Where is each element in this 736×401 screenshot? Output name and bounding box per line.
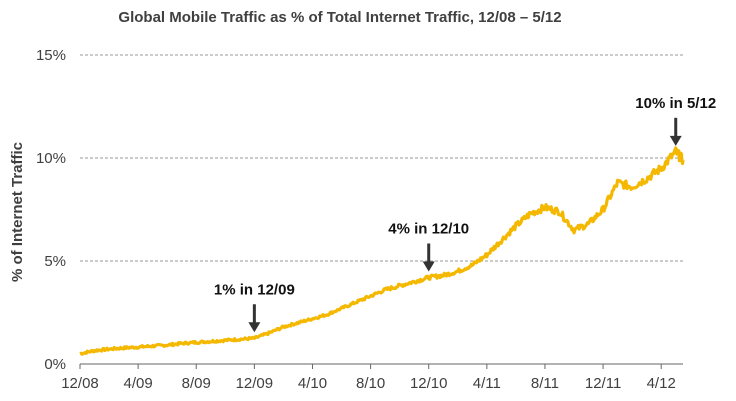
x-tick-label: 12/11 — [585, 375, 621, 392]
y-tick-labels: 0% 5% 10% 15% — [36, 47, 66, 373]
y-axis-label: % of Internet Traffic — [9, 142, 26, 282]
annotation-label: 10% in 5/12 — [635, 95, 716, 112]
x-tick-label: 12/10 — [410, 375, 448, 392]
annotation-label: 1% in 12/09 — [214, 281, 295, 298]
series-line — [79, 146, 685, 356]
x-tick-label: 4/11 — [473, 375, 501, 392]
y-tick-label: 0% — [44, 356, 66, 373]
x-tick-label: 12/08 — [61, 375, 99, 392]
x-tick-label: 8/11 — [531, 375, 559, 392]
y-tick-label: 15% — [36, 47, 66, 64]
annotation-arrowhead — [669, 135, 682, 146]
annotation-arrowhead — [422, 261, 435, 272]
x-tick-label: 4/09 — [124, 375, 153, 392]
x-tick-label: 4/12 — [647, 375, 676, 392]
annotation-label: 4% in 12/10 — [388, 220, 469, 237]
chart-title: Global Mobile Traffic as % of Total Inte… — [118, 9, 561, 26]
x-axis — [79, 363, 683, 369]
x-tick-label: 8/10 — [356, 375, 385, 392]
y-tick-label: 5% — [44, 253, 66, 270]
annotations: 1% in 12/09 4% in 12/10 10% in 5/12 — [214, 95, 716, 333]
gridlines — [80, 54, 683, 262]
x-tick-labels: 12/08 4/09 8/09 12/09 4/10 8/10 12/10 4/11 8/11 1… — [61, 375, 676, 392]
x-tick-label: 8/09 — [182, 375, 211, 392]
series-group — [79, 146, 685, 356]
annotation-arrowhead — [248, 322, 261, 333]
x-tick-label: 12/09 — [236, 375, 274, 392]
x-tick-label: 4/10 — [298, 375, 327, 392]
y-tick-label: 10% — [36, 150, 66, 167]
